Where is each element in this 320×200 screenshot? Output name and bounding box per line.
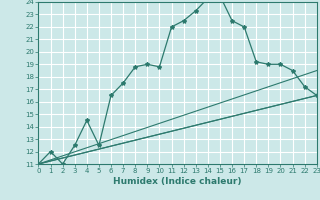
X-axis label: Humidex (Indice chaleur): Humidex (Indice chaleur) [113,177,242,186]
